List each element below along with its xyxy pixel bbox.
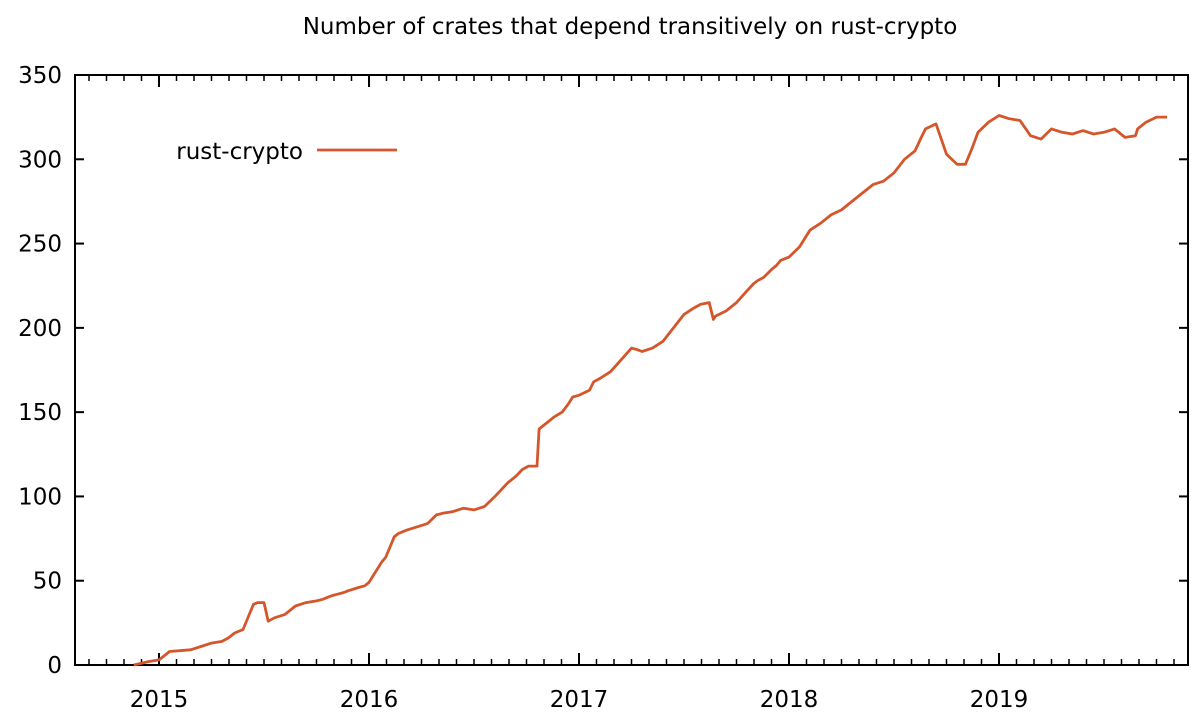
legend: rust-crypto bbox=[176, 139, 397, 165]
y-tick-label: 100 bbox=[18, 484, 62, 510]
x-tick-label: 2019 bbox=[970, 687, 1029, 713]
chart-title: Number of crates that depend transitivel… bbox=[303, 14, 958, 40]
x-tick-label: 2017 bbox=[550, 687, 609, 713]
y-tick-label: 350 bbox=[18, 63, 62, 89]
series-line-rust-crypto bbox=[133, 114, 1167, 667]
x-tick-label: 2018 bbox=[760, 687, 819, 713]
x-tick-label: 2015 bbox=[130, 687, 189, 713]
y-tick-label: 150 bbox=[18, 400, 62, 426]
legend-label-rust-crypto: rust-crypto bbox=[176, 139, 303, 165]
y-tick-label: 250 bbox=[18, 232, 62, 258]
y-tick-label: 200 bbox=[18, 316, 62, 342]
y-tick-label: 0 bbox=[47, 653, 62, 679]
y-tick-label: 50 bbox=[33, 569, 62, 595]
x-tick-label: 2016 bbox=[340, 687, 399, 713]
axes: 0 50 100 150 200 250 300 350 2015 2016 2017 2018 201… bbox=[18, 63, 1189, 713]
series-layer bbox=[133, 114, 1167, 667]
y-tick-label: 300 bbox=[18, 147, 62, 173]
